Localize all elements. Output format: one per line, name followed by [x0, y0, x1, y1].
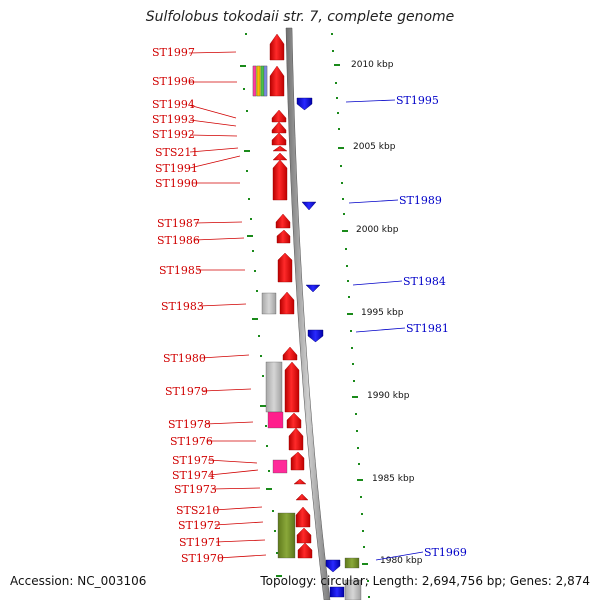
gene-label: ST1974 [172, 469, 215, 482]
gene-arrow-st1973 [293, 478, 307, 485]
kbp-scale: 2010 kbp 2005 kbp 2000 kbp 1995 kbp 1990… [351, 60, 423, 566]
gene-arrow-st1981 [307, 329, 324, 343]
gene-label: ST1985 [159, 264, 202, 277]
feature-block-olive [277, 512, 296, 559]
gene-arrow-st1978 [286, 412, 302, 429]
chromosome-axis [285, 27, 331, 600]
gene-label: ST1993 [152, 113, 195, 126]
gene-arrow-st1985 [277, 252, 293, 283]
kbp-marker: 1990 kbp [367, 391, 410, 401]
gene-label: ST1969 [424, 546, 467, 559]
feature-block-grey-1979 [265, 361, 283, 413]
feature-block-grey-1983 [261, 292, 277, 315]
gene-label: ST1990 [155, 177, 198, 190]
other-features [252, 65, 362, 600]
gene-label: ST1980 [163, 352, 206, 365]
outer-tick-marks [331, 33, 370, 598]
map-title: Sulfolobus tokodaii str. 7, complete gen… [145, 9, 455, 25]
forward-strand-genes [269, 33, 313, 559]
kbp-marker: 1980 kbp [380, 556, 423, 566]
gene-arrow-st1979 [284, 361, 300, 413]
gene-label: ST1979 [165, 385, 208, 398]
gene-arrow-st1969 [325, 559, 341, 573]
gene-label: ST1989 [399, 194, 442, 207]
gene-arrow-st1990 [272, 159, 288, 201]
gene-label: ST1984 [403, 275, 446, 288]
gene-label: ST1981 [406, 322, 449, 335]
gene-arrow-sts210 [295, 493, 309, 501]
gene-arrow-sts211 [272, 145, 288, 152]
gene-label: ST1997 [152, 46, 195, 59]
accession-text: Accession: NC_003106 [10, 574, 147, 588]
gene-arrow-st1994 [271, 109, 287, 123]
reverse-labels: ST1995 ST1989 ST1984 ST1981 ST1969 [345, 94, 467, 561]
gene-arrow-st1993 [271, 121, 287, 134]
gene-label: ST1994 [152, 98, 195, 111]
gene-label: ST1972 [178, 519, 221, 532]
gene-arrow-st1970 [297, 542, 313, 559]
gene-block-blue-lower [329, 586, 345, 598]
gene-arrow-st1987 [275, 213, 291, 229]
gene-arrow-st1984 [305, 284, 321, 293]
gene-label: ST1973 [174, 483, 217, 496]
gene-arrow-st1972 [295, 506, 311, 528]
gene-label: ST1971 [179, 536, 222, 549]
gene-label: ST1970 [181, 552, 224, 565]
genome-summary-text: Topology: circular; Length: 2,694,756 bp… [260, 574, 590, 588]
gene-label: ST1976 [170, 435, 213, 448]
gene-arrow-st1971 [296, 527, 312, 544]
gene-arrow-st1989 [301, 201, 317, 211]
gene-label: ST1975 [172, 454, 215, 467]
gene-arrow-st1996 [269, 65, 285, 97]
gene-label: ST1978 [168, 418, 211, 431]
gene-arrow-st1992 [271, 132, 287, 146]
forward-labels: ST1997 ST1996 ST1994 ST1993 ST1992 STS21… [152, 46, 267, 565]
gene-arrow-st1983 [279, 291, 295, 315]
inner-tick-marks [240, 33, 282, 577]
gene-label: ST1983 [161, 300, 204, 313]
gene-label: ST1996 [152, 75, 195, 88]
feature-block-pink-1974 [272, 459, 288, 474]
feature-block-olive-outer [344, 557, 360, 569]
gene-arrow-st1980 [282, 346, 298, 361]
gene-arrow-st1975 [290, 451, 305, 471]
gene-label: STS211 [155, 146, 198, 159]
kbp-marker: 2005 kbp [353, 142, 396, 152]
gene-arrow-st1986 [276, 229, 291, 244]
gene-label: ST1991 [155, 162, 198, 175]
kbp-marker: 1995 kbp [361, 308, 404, 318]
gene-arrow-st1976 [288, 427, 304, 451]
gene-arrow-st1991 [272, 152, 288, 161]
gene-label: ST1995 [396, 94, 439, 107]
gene-label: STS210 [176, 504, 219, 517]
gene-arrow-st1997 [269, 33, 285, 61]
gene-arrow-st1995 [296, 97, 313, 111]
feature-block-grey-lower [344, 579, 362, 600]
feature-block-pink-1978 [267, 411, 284, 429]
gene-label: ST1986 [157, 234, 200, 247]
kbp-marker: 2000 kbp [356, 225, 399, 235]
kbp-marker: 1985 kbp [372, 474, 415, 484]
kbp-marker: 2010 kbp [351, 60, 394, 70]
gene-label: ST1987 [157, 217, 200, 230]
gene-label: ST1992 [152, 128, 195, 141]
reverse-strand-genes [296, 97, 345, 598]
